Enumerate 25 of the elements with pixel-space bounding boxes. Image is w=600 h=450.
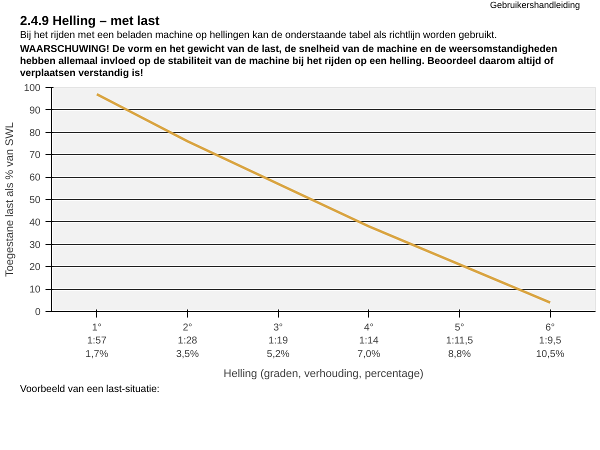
- y-tick-label: 20: [29, 262, 41, 274]
- y-tick-label: 70: [29, 150, 41, 162]
- y-tick-label: 0: [34, 307, 41, 318]
- x-tick-label: 3° 1:19 5,2%: [266, 322, 290, 360]
- x-tick-label: 2° 1:28 3,5%: [176, 322, 200, 360]
- y-tick-label: 40: [29, 218, 41, 229]
- x-tick-label: 1° 1:57 1,7%: [85, 322, 108, 360]
- text: Gebruikershandleiding: [490, 0, 580, 11]
- y-axis-title: Toegestane last als % van SWL: [4, 122, 16, 278]
- y-tick-label: 60: [29, 172, 41, 184]
- chart-subtitle: Bij het rijden met een beladen machine op hellingen kan de onderstaande tabel als richtlijn worden gebruikt.: [20, 30, 497, 42]
- y-tick-label: 10: [29, 284, 41, 296]
- x-tick-label: 4° 1:14 7,0%: [357, 322, 380, 360]
- x-tick-label: 6° 1:9,5 10,5%: [536, 322, 564, 360]
- line-series: [96, 93, 552, 304]
- x-axis-title: Helling (graden, verhouding, percentage): [224, 368, 424, 380]
- y-tick-label: 90: [29, 106, 41, 117]
- text: Voorbeeld van een last-situatie:: [20, 384, 160, 396]
- y-tick-label: 30: [29, 240, 41, 252]
- text: WAARSCHUWING! De vorm en het gewicht van de last, de snelheid van de machine en de weersomstandigheden hebben allemaal invloed op de stabiliteit van de machine bij het rijden op een helling. Beoordeel daarom altijd of verplaatsen verstandig is!: [20, 44, 558, 80]
- y-tick-label: 50: [29, 195, 41, 206]
- y-tick-label: 80: [29, 128, 41, 140]
- chart-title: 2.4.9 Helling – met last: [20, 12, 160, 28]
- x-tick-label: 5° 1:11,5 8,8%: [446, 322, 474, 360]
- y-tick-label: 100: [24, 83, 41, 94]
